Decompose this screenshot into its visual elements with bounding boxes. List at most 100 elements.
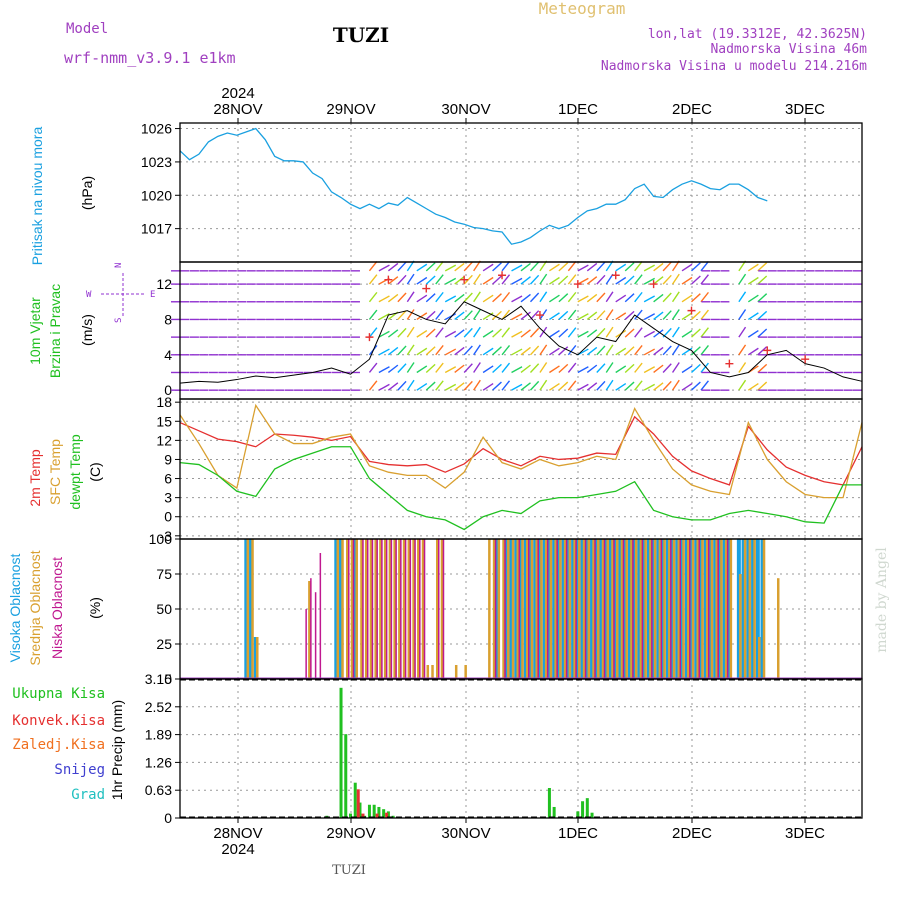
high-cloud-bar	[646, 539, 651, 679]
total-precip-bar	[590, 812, 594, 818]
high-cloud-bar	[575, 539, 580, 679]
mid-cloud-bar	[251, 539, 254, 679]
low-cloud-bar	[385, 539, 388, 679]
wind-arrow	[691, 293, 701, 303]
mid-cloud-bar	[355, 539, 358, 679]
top-day-label: 30NOV	[441, 101, 490, 118]
high-cloud-bar	[727, 539, 732, 679]
total-precip-bar	[372, 804, 376, 818]
wind-arrow	[549, 294, 560, 303]
mid-cloud-bar	[677, 539, 681, 679]
wind-arrow	[643, 295, 656, 303]
gust-marker	[498, 271, 507, 280]
wind-arrow	[596, 363, 606, 373]
high-cloud-bar	[599, 539, 604, 679]
compass-s: S	[114, 318, 124, 323]
wind-arrow	[492, 275, 502, 285]
wind-arrow	[558, 381, 569, 391]
low-cloud-bar	[613, 539, 615, 679]
wind-arrow	[757, 293, 768, 303]
low-cloud-bar	[366, 539, 369, 679]
wind-arrow	[501, 274, 511, 285]
wind-arrow	[539, 362, 548, 373]
wind-arrow	[634, 261, 643, 272]
high-cloud-bar	[566, 539, 571, 679]
legend-conv-precip: Konvek.Kisa	[12, 713, 105, 729]
wind-arrow	[511, 348, 523, 356]
wind-arrow	[549, 276, 560, 285]
wind-arrow	[539, 326, 548, 338]
wind-arrow	[691, 310, 701, 320]
y-tick-label: 1017	[141, 221, 172, 237]
compass-n: N	[114, 263, 124, 268]
model-label: Model	[66, 21, 108, 37]
precip-label-text: 1hr Precip	[109, 736, 125, 800]
total-precip-bar	[377, 806, 381, 818]
footer-station: TUZI	[332, 863, 366, 878]
wind-arrow	[700, 309, 709, 320]
wind-arrow	[435, 362, 444, 373]
wind-arrow	[435, 261, 444, 272]
wind-arrow	[482, 263, 494, 272]
mid-cloud-bar	[364, 539, 368, 679]
mid-cloud-bar	[525, 539, 529, 679]
gust-marker	[460, 275, 469, 284]
wind-arrow	[757, 328, 768, 338]
mid-cloud-bar	[407, 539, 411, 679]
high-cloud-bar	[571, 539, 576, 679]
high-cloud-bar	[613, 539, 618, 679]
mid-cloud-bar	[246, 539, 250, 679]
wind-arrow	[653, 311, 664, 321]
low-cloud-bar	[438, 539, 440, 679]
mid-cloud-bar	[398, 539, 401, 679]
wind-arrow	[738, 273, 747, 285]
wind-arrow	[567, 261, 577, 272]
wind-arrow	[368, 327, 378, 338]
panel-frame	[179, 122, 863, 263]
y-tick-label: 8	[164, 311, 172, 327]
low-cloud-bar	[546, 539, 549, 679]
wind-arrow	[416, 276, 428, 285]
lonlat: lon,lat (19.3312E, 42.3625N)	[648, 27, 867, 42]
wind-arrow	[634, 344, 643, 356]
mid-cloud-bar	[502, 539, 505, 679]
high-cloud-bar	[670, 539, 675, 679]
wind-arrow	[444, 264, 457, 272]
wind-arrow	[492, 346, 502, 356]
mid-cloud-bar	[417, 539, 420, 679]
wind-arrow	[368, 274, 378, 285]
low-cloud-bar	[641, 539, 644, 679]
model-name: wrf-nmm_v3.9.1 e1km	[64, 49, 236, 67]
top-day-label: 29NOV	[326, 101, 375, 118]
total-precip-bar	[576, 811, 580, 818]
wind-arrow	[700, 380, 709, 391]
low-cloud-bar	[632, 539, 634, 679]
wind-arrow	[738, 326, 747, 338]
high-cloud-bar	[561, 539, 566, 679]
altitude: Nadmorska Visina 46m	[710, 42, 867, 57]
mid-cloud-bar	[634, 539, 638, 679]
mid-cloud-bar	[369, 539, 373, 679]
wind-arrow	[558, 310, 569, 320]
wind-arrow	[634, 309, 643, 320]
wind-arrow	[387, 364, 399, 374]
wind-arrow	[406, 326, 415, 338]
low-cloud-bar	[537, 539, 539, 679]
low-cloud-bar	[352, 539, 355, 679]
wind-arrow	[529, 261, 540, 272]
wind-arrow	[539, 379, 548, 391]
wind-arrow	[511, 330, 523, 338]
wind-arrow	[671, 326, 680, 338]
y-tick-label: 0.63	[145, 782, 172, 798]
high-cloud-bar	[334, 539, 339, 679]
high-cloud-bar	[684, 539, 689, 679]
high-cloud-bar	[244, 539, 249, 679]
total-precip-bar	[353, 782, 357, 818]
low-cloud-bar	[348, 539, 350, 679]
wind-arrow	[567, 362, 577, 373]
low-cloud-bar	[726, 539, 729, 679]
top-day-label: 1DEC	[558, 101, 598, 118]
legend-total-precip: Ukupna Kisa	[12, 686, 105, 702]
wind-arrow	[492, 310, 502, 320]
wind-arrow	[634, 291, 643, 303]
